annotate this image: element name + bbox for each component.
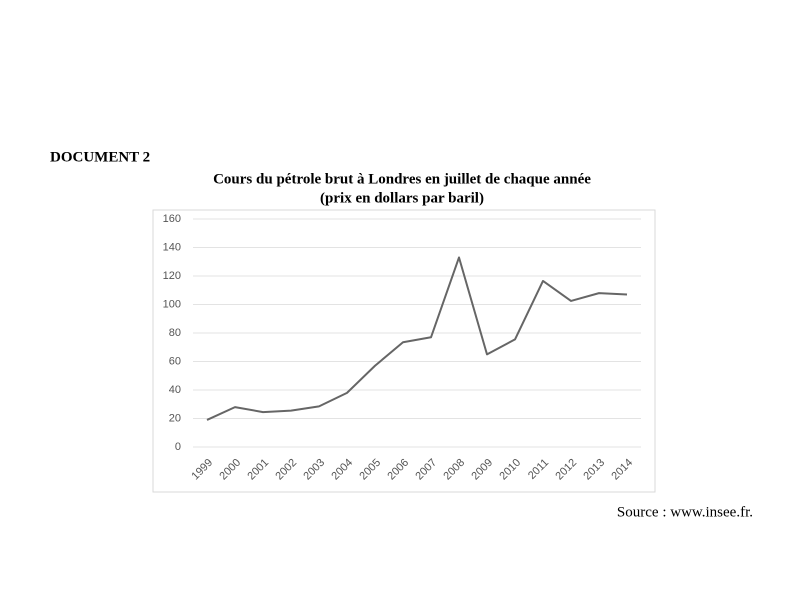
y-tick-label: 100 — [163, 298, 181, 310]
document-label: DOCUMENT 2 — [50, 149, 150, 165]
x-tick-label: 2000 — [217, 457, 243, 483]
y-tick-label: 60 — [169, 355, 181, 367]
x-tick-label: 2006 — [385, 457, 411, 483]
x-tick-label: 2011 — [526, 457, 551, 482]
x-tick-label: 2003 — [301, 457, 327, 483]
y-tick-label: 80 — [169, 327, 181, 339]
chart-title: Cours du pétrole brut à Londres en juill… — [213, 171, 591, 187]
x-tick-label: 2009 — [469, 457, 495, 483]
x-tick-label: 2001 — [245, 457, 271, 483]
chart-frame — [152, 209, 656, 493]
y-tick-label: 40 — [169, 384, 181, 396]
y-tick-label: 20 — [169, 412, 181, 424]
x-tick-label: 2010 — [497, 457, 523, 483]
x-tick-label: 2004 — [329, 457, 355, 483]
y-tick-label: 140 — [163, 241, 181, 253]
x-tick-label: 1999 — [189, 457, 215, 483]
y-tick-label: 120 — [163, 270, 181, 282]
x-tick-label: 2002 — [273, 457, 299, 483]
x-tick-label: 2005 — [357, 457, 383, 483]
source: Source : www.insee.fr. — [617, 504, 753, 520]
x-tick-label: 2008 — [441, 457, 467, 483]
x-tick-label: 2013 — [581, 457, 607, 483]
x-tick-label: 2014 — [609, 457, 635, 483]
chart-subtitle: (prix en dollars par baril) — [320, 190, 484, 206]
y-tick-label: 0 — [175, 441, 181, 453]
y-tick-label: 160 — [163, 213, 181, 225]
x-tick-label: 2007 — [413, 457, 439, 483]
x-tick-label: 2012 — [553, 457, 579, 483]
data-line — [206, 256, 628, 421]
